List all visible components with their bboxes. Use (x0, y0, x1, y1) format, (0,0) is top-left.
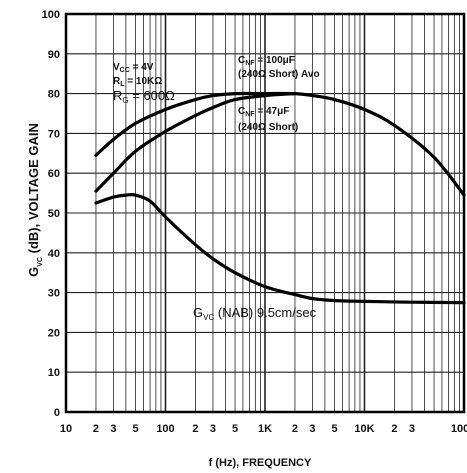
plot-frame (64, 12, 466, 414)
x-tick-label: 5 (331, 423, 337, 435)
condition-vcc: VCC = 4V (113, 62, 154, 74)
label-cnf-100uf-line2: (240Ω Short) Avo (238, 69, 320, 80)
x-tick-label: 3 (309, 423, 315, 435)
x-tick-label: 5 (132, 423, 138, 435)
y-tick-label: 50 (48, 208, 60, 220)
label-cnf-100uf: CNF = 100μF (238, 55, 295, 67)
x-tick-label: 1K (258, 423, 272, 435)
x-tick-label: 5 (232, 423, 238, 435)
grid-lines (66, 14, 464, 412)
y-tick-label: 30 (48, 288, 60, 300)
label-gvc-nab: GVC (NAB) 9.5cm/sec (193, 305, 317, 322)
label-cnf-47uf: CNF = 47μF (238, 106, 289, 118)
condition-rg: RG = 600Ω (113, 88, 175, 105)
curve-gvc-nab (94, 192, 466, 305)
x-tick-label: 10 (60, 423, 72, 435)
x-tick-label: 10K (354, 423, 374, 435)
x-tick-label: 2 (192, 423, 198, 435)
condition-rl: RL = 10KΩ (113, 76, 162, 88)
y-tick-label: 90 (48, 49, 60, 61)
y-tick-label: 100 (42, 9, 60, 21)
y-tick-label: 20 (48, 327, 60, 339)
y-axis-label: GVC (dB), VOLTAGE GAIN (26, 123, 44, 277)
y-tick-label: 0 (54, 407, 60, 419)
y-tick-labels: 0 10 20 30 40 50 60 70 80 90 100 (42, 9, 60, 419)
y-tick-label: 10 (48, 367, 60, 379)
x-tick-label: 100K (451, 423, 467, 435)
y-tick-label: 60 (48, 168, 60, 180)
y-tick-label: 70 (48, 128, 60, 140)
y-tick-label: 80 (48, 89, 60, 101)
x-tick-label: 3 (409, 423, 415, 435)
x-tick-label: 2 (93, 423, 99, 435)
x-tick-label: 2 (292, 423, 298, 435)
x-axis-label: f (Hz), FREQUENCY (209, 457, 312, 469)
x-tick-label: 100 (156, 423, 174, 435)
curve-cnf-47uf (94, 92, 297, 193)
series-curves (94, 91, 466, 305)
x-tick-label: 2 (391, 423, 397, 435)
y-tick-label: 40 (48, 248, 60, 260)
x-tick-labels: 102351002351K23510K23100K (60, 423, 467, 435)
x-tick-label: 3 (210, 423, 216, 435)
curve-cnf-100uf (94, 91, 466, 197)
label-cnf-47uf-line2: (240Ω Short) (238, 122, 298, 133)
x-tick-label: 3 (110, 423, 116, 435)
